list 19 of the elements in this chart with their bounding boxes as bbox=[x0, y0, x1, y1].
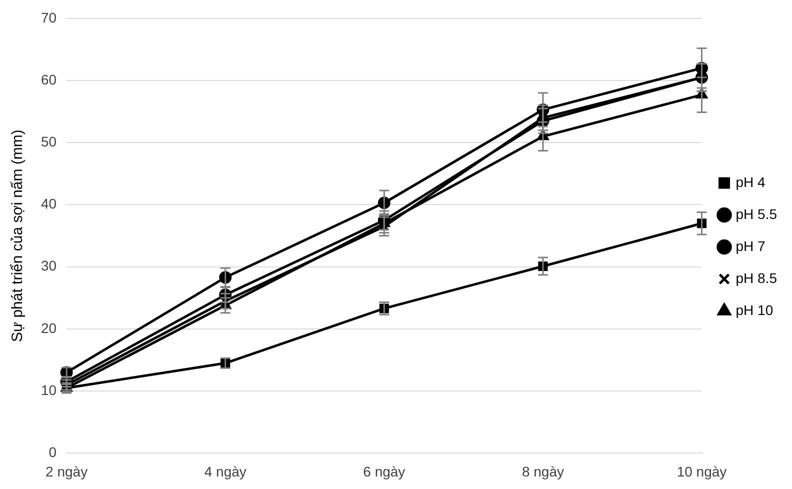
legend-label: pH 4 bbox=[736, 174, 766, 190]
legend-label: pH 5.5 bbox=[736, 206, 778, 222]
y-tick-label: 70 bbox=[40, 9, 57, 26]
legend-label: pH 8.5 bbox=[736, 270, 778, 286]
y-tick-label: 60 bbox=[40, 71, 57, 88]
legend-label: pH 7 bbox=[736, 238, 766, 254]
y-axis-title: Sự phát triển của sợi nấm (mm) bbox=[9, 130, 26, 342]
x-tick-label: 2 ngày bbox=[46, 463, 88, 480]
y-tick-label: 20 bbox=[40, 320, 57, 336]
y-tick-label: 40 bbox=[40, 196, 57, 212]
y-tick-label: 0 bbox=[48, 444, 57, 460]
x-tick-label: 4 ngày bbox=[204, 463, 246, 480]
y-tick-label: 50 bbox=[40, 133, 57, 150]
x-tick-label: 6 ngày bbox=[363, 463, 406, 480]
y-tick-label: 30 bbox=[40, 258, 57, 274]
x-tick-label: 10 ngày bbox=[676, 463, 727, 480]
x-tick-label: 8 ngày bbox=[522, 463, 564, 480]
legend-label: pH 10 bbox=[736, 302, 774, 318]
y-tick-label: 10 bbox=[40, 382, 57, 398]
